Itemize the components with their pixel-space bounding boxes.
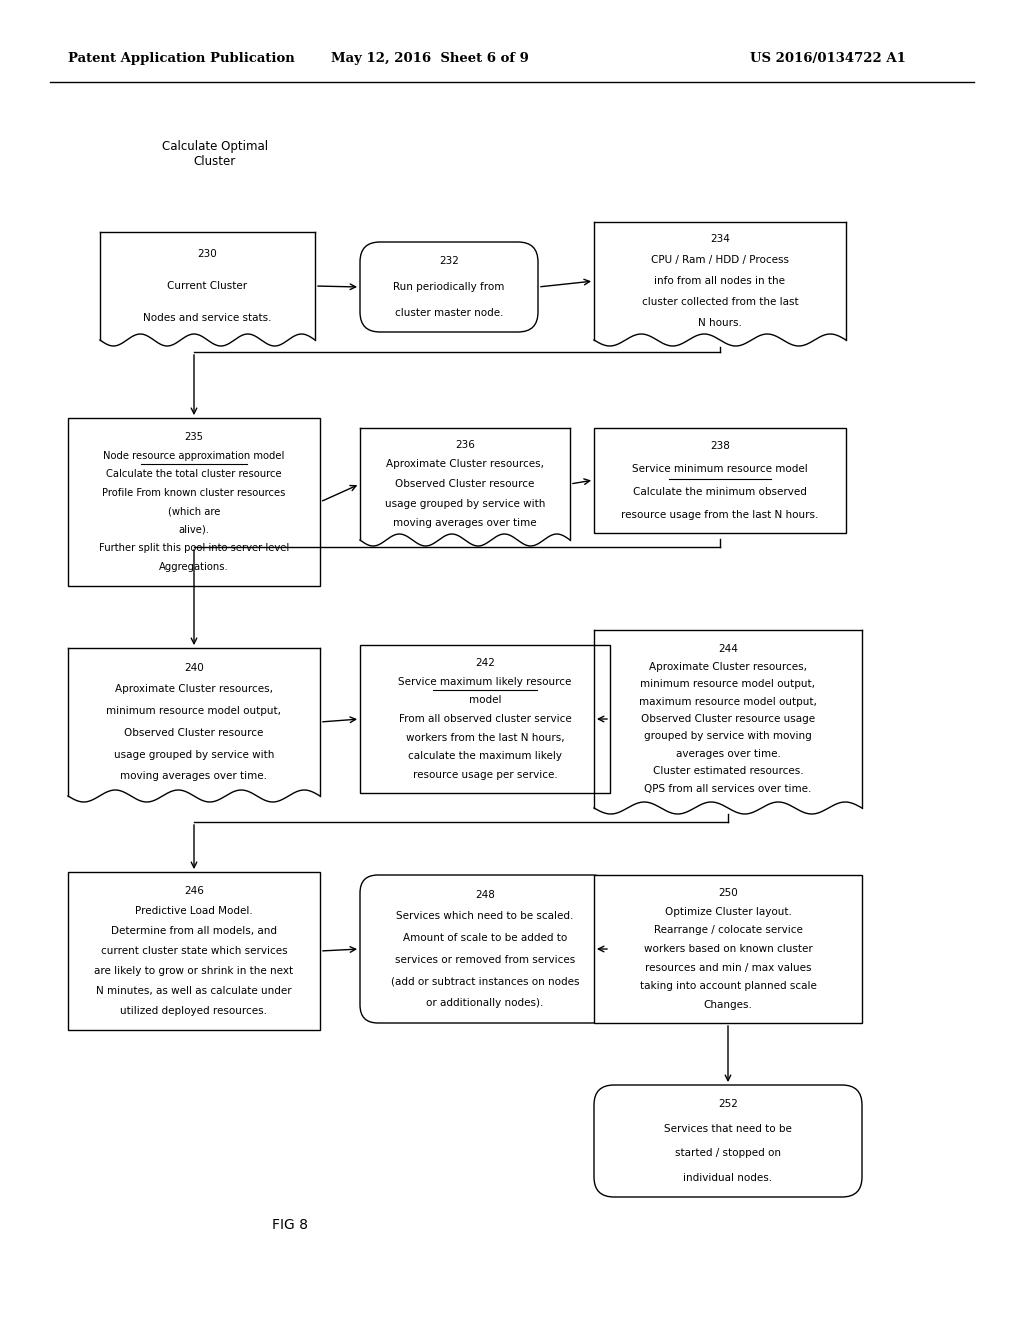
- Text: 242: 242: [475, 659, 495, 668]
- Text: 236: 236: [455, 440, 475, 450]
- Bar: [68, 418, 319, 586]
- Text: resource usage per service.: resource usage per service.: [413, 770, 557, 780]
- Text: usage grouped by service with: usage grouped by service with: [114, 750, 274, 759]
- Text: alive).: alive).: [178, 525, 210, 535]
- Text: minimum resource model output,: minimum resource model output,: [106, 706, 282, 717]
- Bar: [594, 222, 846, 341]
- Text: Current Cluster: Current Cluster: [168, 281, 248, 290]
- Text: Patent Application Publication: Patent Application Publication: [68, 51, 295, 65]
- Text: Aproximate Cluster resources,: Aproximate Cluster resources,: [649, 661, 807, 672]
- Text: Profile From known cluster resources: Profile From known cluster resources: [102, 488, 286, 498]
- Text: N hours.: N hours.: [698, 318, 742, 327]
- Text: started / stopped on: started / stopped on: [675, 1148, 781, 1159]
- Text: Aggregations.: Aggregations.: [159, 562, 229, 572]
- Bar: [360, 428, 570, 540]
- Bar: [100, 232, 315, 341]
- Text: moving averages over time: moving averages over time: [393, 519, 537, 528]
- Text: Node resource approximation model: Node resource approximation model: [103, 451, 285, 461]
- Text: 246: 246: [184, 887, 204, 896]
- Text: Amount of scale to be added to: Amount of scale to be added to: [402, 933, 567, 944]
- Text: info from all nodes in the: info from all nodes in the: [654, 276, 785, 286]
- Text: 244: 244: [718, 644, 738, 655]
- Bar: [360, 645, 610, 793]
- Text: Observed Cluster resource usage: Observed Cluster resource usage: [641, 714, 815, 723]
- Bar: [594, 630, 862, 808]
- Text: moving averages over time.: moving averages over time.: [121, 771, 267, 781]
- Text: May 12, 2016  Sheet 6 of 9: May 12, 2016 Sheet 6 of 9: [331, 51, 529, 65]
- Text: Predictive Load Model.: Predictive Load Model.: [135, 907, 253, 916]
- Text: individual nodes.: individual nodes.: [683, 1173, 772, 1183]
- Text: taking into account planned scale: taking into account planned scale: [640, 981, 816, 991]
- Text: calculate the maximum likely: calculate the maximum likely: [408, 751, 562, 762]
- Text: From all observed cluster service: From all observed cluster service: [398, 714, 571, 723]
- Text: current cluster state which services: current cluster state which services: [100, 946, 288, 956]
- FancyBboxPatch shape: [360, 242, 538, 333]
- Text: usage grouped by service with: usage grouped by service with: [385, 499, 545, 508]
- Text: Services that need to be: Services that need to be: [664, 1123, 792, 1134]
- Text: Service maximum likely resource: Service maximum likely resource: [398, 677, 571, 686]
- Text: 252: 252: [718, 1100, 738, 1109]
- Text: Services which need to be scaled.: Services which need to be scaled.: [396, 911, 573, 921]
- Text: Changes.: Changes.: [703, 999, 753, 1010]
- Text: 240: 240: [184, 663, 204, 673]
- Text: averages over time.: averages over time.: [676, 748, 780, 759]
- FancyBboxPatch shape: [360, 875, 610, 1023]
- Text: workers from the last N hours,: workers from the last N hours,: [406, 733, 564, 743]
- Text: resources and min / max values: resources and min / max values: [645, 962, 811, 973]
- Text: Aproximate Cluster resources,: Aproximate Cluster resources,: [386, 459, 544, 470]
- Text: N minutes, as well as calculate under: N minutes, as well as calculate under: [96, 986, 292, 995]
- Text: 248: 248: [475, 890, 495, 900]
- Text: workers based on known cluster: workers based on known cluster: [644, 944, 812, 954]
- Text: minimum resource model output,: minimum resource model output,: [640, 680, 815, 689]
- Bar: [594, 428, 846, 533]
- Bar: [68, 648, 319, 796]
- Text: 238: 238: [710, 441, 730, 451]
- Text: Service minimum resource model: Service minimum resource model: [632, 463, 808, 474]
- Bar: [594, 875, 862, 1023]
- Text: cluster collected from the last: cluster collected from the last: [642, 297, 799, 306]
- Text: FIG 8: FIG 8: [272, 1218, 308, 1232]
- Text: Calculate the total cluster resource: Calculate the total cluster resource: [106, 470, 282, 479]
- Text: model: model: [469, 696, 502, 705]
- Text: maximum resource model output,: maximum resource model output,: [639, 697, 817, 706]
- Text: 234: 234: [710, 235, 730, 244]
- Text: 232: 232: [439, 256, 459, 267]
- Text: US 2016/0134722 A1: US 2016/0134722 A1: [750, 51, 906, 65]
- Text: 250: 250: [718, 888, 738, 898]
- Text: Rearrange / colocate service: Rearrange / colocate service: [653, 925, 803, 936]
- Text: (add or subtract instances on nodes: (add or subtract instances on nodes: [391, 977, 580, 986]
- Text: (which are: (which are: [168, 507, 220, 516]
- Text: QPS from all services over time.: QPS from all services over time.: [644, 784, 812, 793]
- Text: resource usage from the last N hours.: resource usage from the last N hours.: [622, 510, 818, 520]
- Text: Aproximate Cluster resources,: Aproximate Cluster resources,: [115, 685, 273, 694]
- Text: grouped by service with moving: grouped by service with moving: [644, 731, 812, 742]
- Text: utilized deployed resources.: utilized deployed resources.: [121, 1006, 267, 1015]
- Text: Nodes and service stats.: Nodes and service stats.: [143, 313, 271, 322]
- Text: services or removed from services: services or removed from services: [395, 954, 575, 965]
- Text: Determine from all models, and: Determine from all models, and: [111, 927, 278, 936]
- Text: or additionally nodes).: or additionally nodes).: [426, 998, 544, 1008]
- Text: 235: 235: [184, 433, 204, 442]
- Text: cluster master node.: cluster master node.: [394, 308, 503, 318]
- Text: Observed Cluster resource: Observed Cluster resource: [124, 727, 264, 738]
- Text: Observed Cluster resource: Observed Cluster resource: [395, 479, 535, 488]
- Bar: [68, 873, 319, 1030]
- Text: Optimize Cluster layout.: Optimize Cluster layout.: [665, 907, 792, 917]
- Text: Further split this pool into server level: Further split this pool into server leve…: [99, 544, 289, 553]
- Text: Run periodically from: Run periodically from: [393, 282, 505, 292]
- Text: Calculate the minimum observed: Calculate the minimum observed: [633, 487, 807, 498]
- Text: Calculate Optimal
Cluster: Calculate Optimal Cluster: [162, 140, 268, 168]
- FancyBboxPatch shape: [594, 1085, 862, 1197]
- Text: are likely to grow or shrink in the next: are likely to grow or shrink in the next: [94, 966, 294, 975]
- Text: Cluster estimated resources.: Cluster estimated resources.: [652, 766, 803, 776]
- Text: CPU / Ram / HDD / Process: CPU / Ram / HDD / Process: [651, 255, 790, 265]
- Text: 230: 230: [198, 249, 217, 259]
